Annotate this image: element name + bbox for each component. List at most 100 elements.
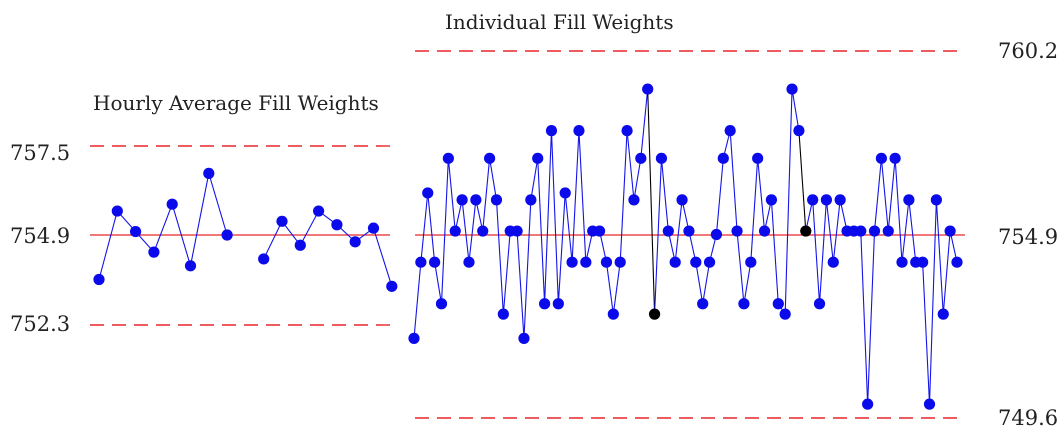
individual-data-point [518, 332, 530, 344]
individual-data-point [525, 194, 537, 206]
individual-data-point [566, 256, 578, 268]
hourly-data-point [367, 222, 380, 234]
individual-series-segment [654, 158, 662, 315]
individual-data-point [889, 152, 901, 164]
individual-data-point [724, 125, 736, 137]
individual-chart: Individual Fill Weights 760.2 754.9 749.… [408, 10, 1058, 430]
individual-data-point [552, 298, 564, 310]
individual-data-point [937, 308, 949, 320]
individual-series-segment [557, 192, 566, 304]
individual-data-point [834, 194, 846, 206]
individual-series-segment [908, 199, 917, 263]
individual-signal-point [648, 308, 661, 320]
individual-series-segment [571, 130, 580, 263]
individual-series-segment [427, 192, 436, 263]
individual-series-segment [928, 199, 937, 405]
individual-data-point [875, 152, 887, 164]
individual-series-segment [605, 262, 614, 315]
individual-data-point [779, 308, 791, 320]
individual-series-segment [468, 199, 477, 263]
individual-series-segment [818, 199, 827, 304]
individual-chart-title: Individual Fill Weights [445, 10, 674, 34]
individual-series-segment [935, 199, 944, 315]
individual-data-point [559, 187, 571, 199]
individual-data-point [580, 256, 592, 268]
individual-series-segment [420, 192, 429, 263]
individual-data-point [614, 256, 626, 268]
hourly-data-point [349, 236, 361, 248]
individual-data-point [683, 225, 695, 237]
individual-series-segment [894, 158, 903, 263]
individual-series-segment [743, 262, 752, 304]
individual-data-point [951, 256, 963, 268]
individual-series-segment [495, 199, 504, 315]
individual-data-point [710, 228, 723, 241]
individual-data-point [772, 298, 784, 310]
hourly-series-line [98, 173, 228, 280]
individual-series-segment [901, 199, 910, 263]
individual-series-segment [887, 158, 896, 232]
individual-series-segment [564, 192, 573, 263]
hourly-center-label: 754.9 [10, 224, 70, 248]
individual-data-point [628, 194, 640, 206]
individual-series-segment [873, 158, 882, 232]
individual-series-segment [578, 130, 587, 263]
individual-data-point [511, 225, 523, 237]
hourly-data-point [221, 229, 233, 241]
individual-series-segment [702, 262, 711, 304]
individual-data-point [896, 256, 908, 268]
individual-data-point [882, 225, 894, 237]
individual-data-point [600, 256, 613, 268]
individual-series-segment [640, 89, 649, 159]
individual-data-point [903, 194, 915, 206]
individual-data-point [827, 256, 839, 268]
individual-data-point [752, 152, 764, 164]
hourly-lcl-label: 752.3 [10, 312, 70, 336]
individual-series-segment [674, 199, 683, 263]
individual-signal-point [800, 225, 812, 237]
individual-signal-segment [798, 130, 807, 232]
individual-data-point [497, 308, 509, 320]
individual-data-point [573, 125, 585, 137]
individual-data-point [662, 225, 674, 237]
individual-data-point [415, 256, 427, 268]
hourly-data-point [386, 280, 398, 292]
individual-series-segment [633, 158, 642, 200]
individual-series-segment [695, 262, 704, 304]
individual-data-point [944, 225, 956, 237]
individual-series-segment [832, 199, 841, 263]
individual-data-point [717, 152, 729, 164]
individual-data-point [765, 194, 778, 206]
individual-lcl-label: 749.6 [998, 406, 1058, 430]
individual-data-point [642, 83, 654, 95]
individual-series-segment [750, 158, 759, 263]
individual-series [408, 83, 963, 410]
individual-data-point [793, 125, 805, 137]
individual-data-point [621, 125, 633, 137]
individual-series-segment [660, 158, 669, 232]
hourly-data-point [130, 225, 142, 238]
individual-data-point [930, 194, 942, 206]
individual-series-segment [413, 262, 422, 339]
hourly-chart-title: Hourly Average Fill Weights [93, 91, 379, 115]
hourly-data-point [258, 253, 270, 265]
individual-data-point [593, 225, 606, 237]
individual-data-point [731, 225, 743, 237]
individual-series-segment [715, 158, 724, 235]
individual-series-segment [825, 199, 834, 263]
individual-data-point [758, 225, 771, 237]
individual-series-segment [942, 230, 951, 315]
hourly-data-point [148, 246, 160, 258]
hourly-data-point [111, 205, 123, 217]
individual-series-segment [461, 199, 470, 263]
individual-series-segment [612, 262, 621, 315]
individual-data-point [456, 194, 468, 206]
individual-series-segment [770, 199, 779, 304]
individual-data-point [813, 298, 826, 310]
individual-data-point [923, 398, 936, 410]
individual-data-point [703, 256, 716, 268]
individual-series-segment [784, 89, 793, 315]
individual-center-label: 754.9 [998, 225, 1058, 249]
individual-series-segment [619, 130, 628, 263]
individual-series-segment [516, 231, 525, 339]
